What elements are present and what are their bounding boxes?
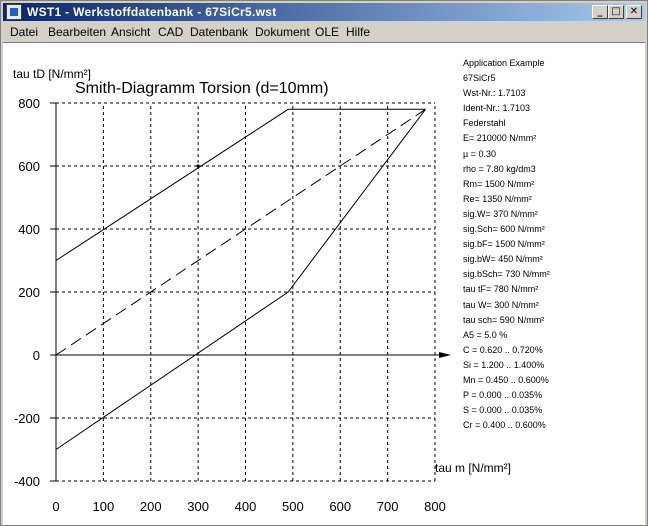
info-line: 67SiCr5: [463, 73, 496, 84]
info-line: sig.bW= 450 N/mm²: [463, 254, 543, 265]
info-line: E= 210000 N/mm²: [463, 133, 537, 144]
menu-bearbeiten[interactable]: Bearbeiten: [48, 25, 107, 39]
x-tick-label: 600: [329, 499, 351, 514]
info-line: Wst-Nr.: 1.7103: [463, 88, 526, 99]
info-line: tau sch= 590 N/mm²: [463, 314, 545, 325]
info-line: A5 = 5.0 %: [463, 329, 508, 340]
y-tick-label: 400: [18, 222, 40, 237]
app-icon[interactable]: [6, 4, 22, 20]
info-line: tau tF= 780 N/mm²: [463, 284, 539, 295]
info-line: sig.bF= 1500 N/mm²: [463, 239, 545, 250]
y-tick-label: 800: [18, 96, 40, 111]
x-tick-label: 0: [52, 499, 59, 514]
x-axis-label: tau m [N/mm²]: [435, 461, 511, 475]
smith-diagram-chart: 0 100 200 300 400 500 600 700 800 -400 -200 0 200 400…: [13, 67, 511, 514]
series-line: [55, 108, 426, 261]
x-tick-label: 100: [93, 499, 115, 514]
x-axis-arrow-icon: [439, 352, 451, 358]
info-line: rho = 7.80 kg/dm3: [463, 163, 536, 174]
series-line: [55, 108, 426, 356]
x-tick-label: 800: [424, 499, 446, 514]
x-tick-label: 500: [282, 499, 304, 514]
info-line: sig.Sch= 600 N/mm²: [463, 224, 545, 235]
info-line: tau W= 300 N/mm²: [463, 299, 539, 310]
menu-ole[interactable]: OLE: [315, 25, 340, 39]
y-tick-label: -200: [14, 411, 40, 426]
document-area: 0 100 200 300 400 500 600 700 800 -400 -200 0 200 400…: [3, 42, 645, 525]
series-line: [55, 108, 426, 450]
x-tick-label: 700: [377, 499, 399, 514]
info-line: Rm= 1500 N/mm²: [463, 178, 535, 189]
info-line: Application Example: [463, 58, 545, 68]
x-tick-label: 300: [187, 499, 209, 514]
info-line: sig.W= 370 N/mm²: [463, 208, 538, 219]
info-line: Si = 1.200 .. 1.400%: [463, 359, 545, 370]
y-tick-label: 600: [18, 159, 40, 174]
info-line: C = 0.620 .. 0.720%: [463, 344, 543, 355]
y-tick-label: 200: [18, 285, 40, 300]
menu-bar: Datei Bearbeiten Ansicht CAD Datenbank D…: [3, 22, 645, 41]
menu-datenbank[interactable]: Datenbank: [190, 25, 249, 39]
window-title: WST1 - Werkstoffdatenbank - 67SiCr5.wst: [27, 5, 277, 19]
close-button[interactable]: ✕: [626, 5, 642, 19]
x-tick-label: 400: [235, 499, 257, 514]
info-line: µ = 0.30: [463, 148, 496, 159]
title-bar[interactable]: WST1 - Werkstoffdatenbank - 67SiCr5.wst …: [3, 3, 645, 21]
menu-cad[interactable]: CAD: [158, 25, 184, 39]
info-line: Cr = 0.400 .. 0.600%: [463, 420, 546, 431]
y-tick-label: -400: [14, 474, 40, 489]
y-tick-label: 0: [33, 348, 40, 363]
material-info-panel: Application Example 67SiCr5 Wst-Nr.: 1.710…: [463, 56, 550, 433]
info-line: sig.bSch= 730 N/mm²: [463, 269, 550, 280]
menu-datei[interactable]: Datei: [10, 25, 39, 39]
y-axis-label: tau tD [N/mm²]: [13, 67, 91, 81]
chart-title: Smith-Diagramm Torsion (d=10mm): [75, 80, 329, 97]
x-tick-label: 200: [140, 499, 162, 514]
info-line: Federstahl: [463, 118, 506, 129]
info-line: Ident-Nr.: 1.7103: [463, 103, 531, 114]
minimize-button[interactable]: _: [592, 5, 608, 19]
data-point: [196, 164, 200, 168]
maximize-button[interactable]: □: [608, 5, 624, 19]
info-line: Mn = 0.450 .. 0.600%: [463, 374, 549, 385]
info-line: S = 0.000 .. 0.035%: [463, 405, 543, 416]
menu-dokument[interactable]: Dokument: [255, 25, 310, 39]
menu-hilfe[interactable]: Hilfe: [346, 25, 371, 39]
info-line: Re= 1350 N/mm²: [463, 193, 532, 204]
info-line: P = 0.000 .. 0.035%: [463, 390, 543, 401]
menu-ansicht[interactable]: Ansicht: [111, 25, 151, 39]
